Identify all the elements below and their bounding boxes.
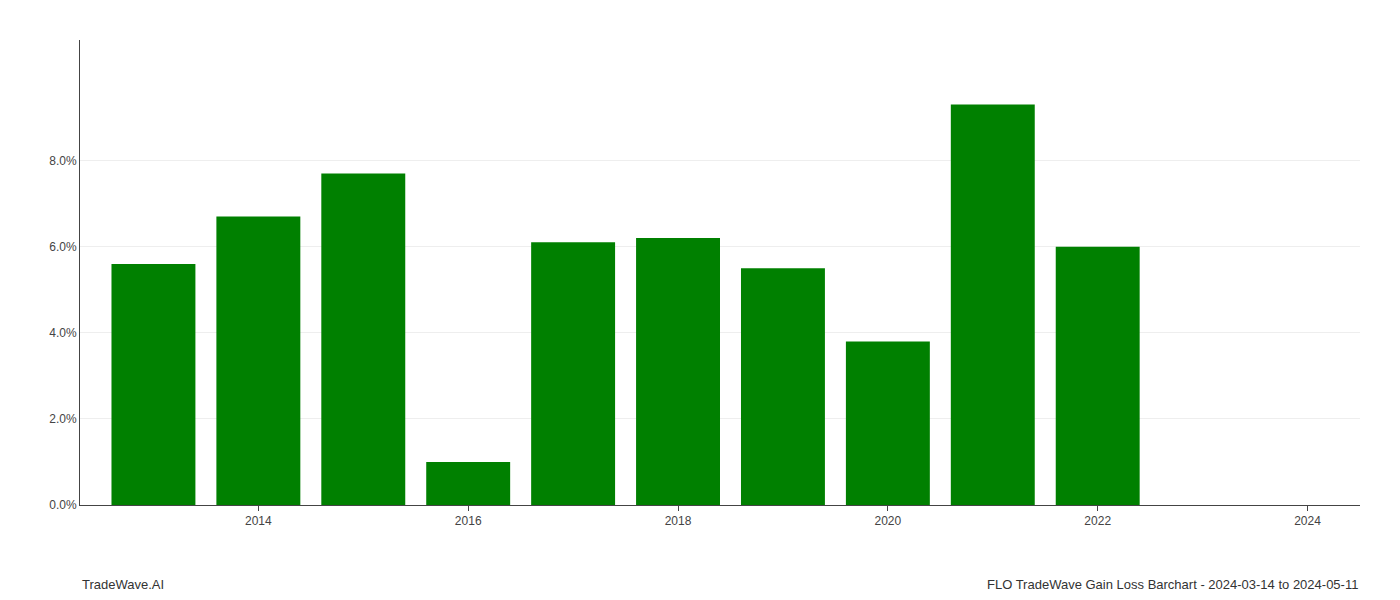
svg-text:2.0%: 2.0% — [49, 412, 77, 426]
svg-text:2022: 2022 — [1084, 514, 1111, 528]
svg-text:2024: 2024 — [1294, 514, 1321, 528]
svg-text:2020: 2020 — [875, 514, 902, 528]
svg-text:2016: 2016 — [455, 514, 482, 528]
svg-text:6.0%: 6.0% — [49, 240, 77, 254]
svg-text:TradeWave.AI: TradeWave.AI — [82, 577, 164, 592]
svg-text:2018: 2018 — [665, 514, 692, 528]
svg-text:0.0%: 0.0% — [49, 498, 77, 512]
svg-text:2014: 2014 — [245, 514, 272, 528]
svg-text:8.0%: 8.0% — [49, 154, 77, 168]
svg-text:4.0%: 4.0% — [49, 326, 77, 340]
svg-text:FLO TradeWave Gain Loss Barcha: FLO TradeWave Gain Loss Barchart - 2024-… — [987, 577, 1358, 592]
